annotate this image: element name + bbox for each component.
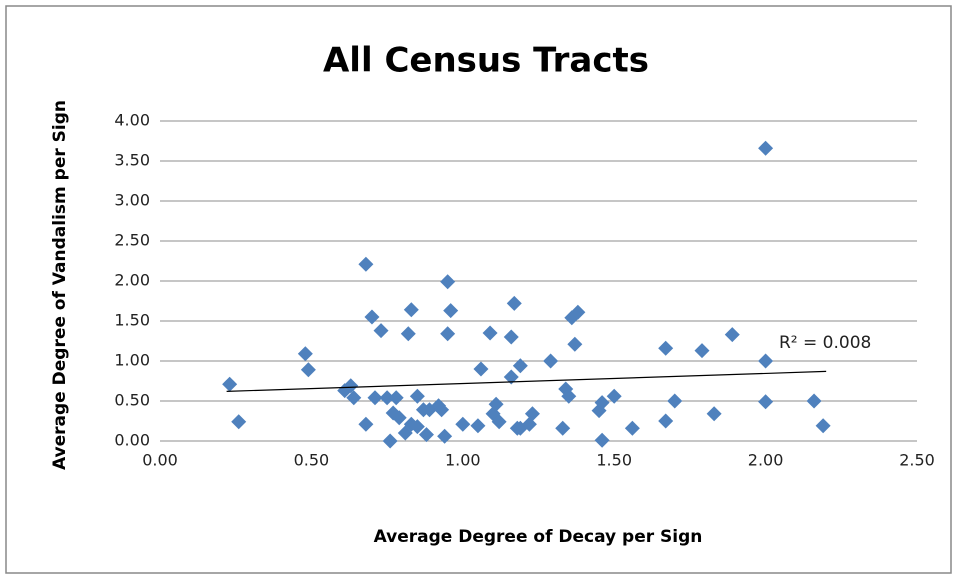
data-point xyxy=(561,388,577,404)
data-point xyxy=(555,420,571,436)
data-point xyxy=(594,432,610,448)
data-point xyxy=(473,361,489,377)
data-point xyxy=(503,329,519,345)
data-point xyxy=(470,418,486,434)
data-point xyxy=(606,388,622,404)
x-tick-label: 1.50 xyxy=(596,451,632,470)
y-tick-label: 1.50 xyxy=(114,311,150,330)
y-tick-label: 2.00 xyxy=(114,271,150,290)
data-point xyxy=(346,390,362,406)
data-point xyxy=(434,402,450,418)
x-tick-label: 2.00 xyxy=(748,451,784,470)
chart-title: All Census Tracts xyxy=(323,41,649,81)
x-tick-label: 1.00 xyxy=(445,451,481,470)
x-tick-label: 0.00 xyxy=(142,451,178,470)
data-point xyxy=(364,309,380,325)
y-tick-label: 1.00 xyxy=(114,351,150,370)
data-point xyxy=(300,362,316,378)
data-point xyxy=(491,414,507,430)
data-point xyxy=(524,406,540,422)
data-point xyxy=(667,393,683,409)
data-point xyxy=(567,336,583,352)
data-point xyxy=(409,419,425,435)
y-tick-label: 3.00 xyxy=(114,191,150,210)
data-point xyxy=(358,256,374,272)
data-point xyxy=(297,346,313,362)
data-point xyxy=(373,323,389,339)
data-point xyxy=(440,274,456,290)
trendline xyxy=(226,370,827,392)
y-tick-label: 3.50 xyxy=(114,151,150,170)
data-point xyxy=(443,303,459,319)
y-axis-label: Average Degree of Vandalism per Sign xyxy=(50,100,70,470)
data-point xyxy=(388,390,404,406)
data-point xyxy=(758,353,774,369)
data-point xyxy=(367,390,383,406)
data-point xyxy=(482,325,498,341)
data-point xyxy=(624,420,640,436)
x-tick-label: 0.50 xyxy=(294,451,330,470)
data-point xyxy=(382,433,398,449)
data-point xyxy=(231,414,247,430)
data-point xyxy=(512,358,528,374)
data-point xyxy=(694,343,710,359)
y-tick-label: 0.00 xyxy=(114,431,150,450)
data-point xyxy=(506,295,522,311)
data-point xyxy=(409,388,425,404)
data-point xyxy=(570,304,586,320)
data-point xyxy=(403,302,419,318)
data-point xyxy=(343,378,359,394)
data-point xyxy=(400,326,416,342)
data-point xyxy=(758,140,774,156)
data-point xyxy=(543,353,559,369)
data-point xyxy=(806,393,822,409)
data-point xyxy=(437,428,453,444)
data-point xyxy=(724,327,740,343)
trendline-label: R² = 0.008 xyxy=(779,333,871,353)
data-point xyxy=(594,395,610,411)
data-point xyxy=(379,390,395,406)
y-tick-label: 4.00 xyxy=(114,111,150,130)
data-point xyxy=(391,410,407,426)
data-point xyxy=(815,418,831,434)
x-tick-label: 2.50 xyxy=(899,451,935,470)
data-point xyxy=(440,326,456,342)
chart-border xyxy=(5,5,952,574)
data-point xyxy=(758,394,774,410)
data-point xyxy=(222,376,238,392)
data-point xyxy=(358,416,374,432)
y-tick-label: 2.50 xyxy=(114,231,150,250)
x-axis-label: Average Degree of Decay per Sign xyxy=(374,527,703,547)
data-point xyxy=(488,396,504,412)
y-tick-label: 0.50 xyxy=(114,391,150,410)
data-point xyxy=(658,340,674,356)
data-point xyxy=(455,416,471,432)
data-point xyxy=(658,413,674,429)
data-point xyxy=(706,406,722,422)
data-point xyxy=(503,369,519,385)
data-point xyxy=(418,427,434,443)
